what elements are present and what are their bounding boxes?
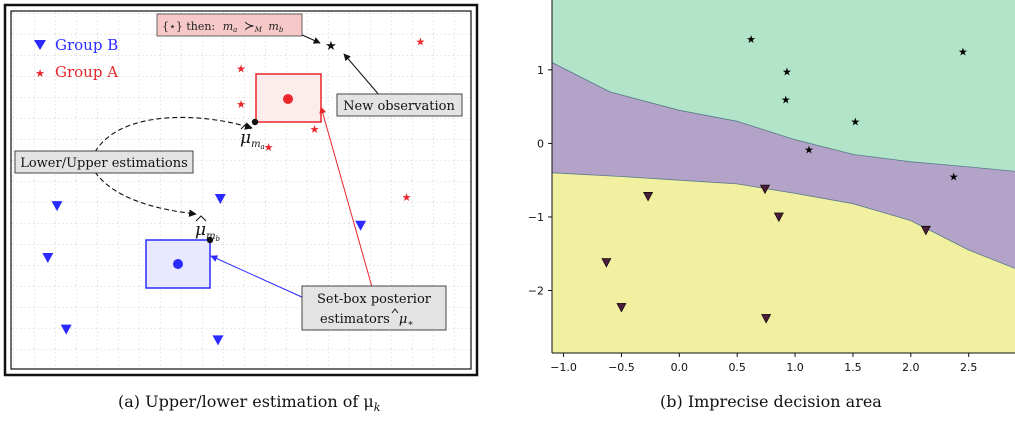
- mu-b-label: μ: [195, 220, 206, 240]
- panel-b-points: ★ ★ ★ ★ ★ ★ ★: [601, 33, 968, 324]
- y-tick-label: −1: [528, 211, 544, 224]
- mu-b-point: [206, 236, 214, 244]
- triangle-point: [920, 225, 931, 236]
- mu-b-subsub: b: [216, 235, 221, 243]
- setbox-line1: Set-box posterior: [317, 292, 432, 307]
- new-observation-marker: ★: [325, 39, 337, 54]
- group-a-point: ★: [415, 35, 425, 48]
- legend-triangle-icon: [34, 40, 46, 50]
- legend: Group B ★ Group A: [34, 36, 118, 81]
- panel-b-x-ticks: −1.0 −0.5 0.0 0.5 1.0 1.5 2.0 2.5: [550, 353, 977, 374]
- x-tick-label: 1.0: [786, 361, 804, 374]
- group-b-point: [214, 193, 226, 204]
- mu-a-subsub: a: [261, 143, 265, 151]
- rule-arrow: [299, 33, 321, 44]
- y-tick-label: 0: [537, 137, 544, 150]
- rule-rel-sub: M: [254, 26, 263, 34]
- group-b-point: [42, 253, 54, 264]
- panel-a-frame-outer: [3, 3, 479, 377]
- y-tick-label: 1: [537, 64, 544, 77]
- rule-ma-sub: a: [233, 26, 237, 34]
- star-point: ★: [958, 45, 968, 58]
- x-tick-label: −0.5: [608, 361, 635, 374]
- x-tick-label: 0.5: [728, 361, 746, 374]
- setbox-mu-hat: [391, 308, 399, 314]
- decision-region-bottom: [552, 172, 1015, 353]
- caption-a-text: (a) Upper/lower estimation of μ: [118, 392, 374, 411]
- decision-boundary-lower: [552, 172, 1015, 269]
- setbox-label-box: Set-box posterior estimators μ∗: [301, 285, 447, 331]
- rule-rel: ≻: [244, 19, 255, 34]
- decision-region-top: [552, 0, 1015, 172]
- new-observation-label-box: New observation: [336, 93, 463, 117]
- star-point: ★: [850, 115, 860, 128]
- x-tick-label: −1.0: [550, 361, 577, 374]
- panel-b-y-ticks: 1 0 −1 −2: [528, 64, 552, 297]
- estimation-arrow-upper: [94, 116, 253, 153]
- star-point: ★: [804, 143, 814, 156]
- setbox-star: ∗: [407, 319, 413, 329]
- triangle-point: [759, 184, 770, 195]
- rule-box: {⋆} then: ma ≻M mb: [156, 13, 303, 37]
- group-a-point: ★: [236, 98, 246, 111]
- triangle-point: [616, 303, 627, 313]
- triangle-point: [601, 258, 612, 268]
- mu-a-sub: m: [251, 139, 260, 150]
- setbox-arrow-red: [319, 106, 373, 288]
- triangle-point: [761, 314, 772, 324]
- caption-a: (a) Upper/lower estimation of μk: [118, 392, 380, 414]
- group-a-point: ★: [310, 123, 320, 136]
- star-point: ★: [949, 171, 959, 184]
- group-a-point: ★: [236, 62, 246, 75]
- estimations-label-box: Lower/Upper estimations: [14, 150, 194, 174]
- x-tick-label: 2.0: [902, 361, 920, 374]
- setbox-arrow-blue: [210, 255, 305, 299]
- star-point: ★: [782, 65, 792, 78]
- star-point: ★: [746, 33, 756, 46]
- decision-boundary-upper: [552, 62, 1015, 172]
- rule-ma: m: [223, 20, 233, 33]
- mu-a-hat: [240, 123, 252, 130]
- star-point: ★: [781, 93, 791, 106]
- svg-text:estimators μ∗: estimators μ∗: [320, 312, 413, 329]
- posterior-center-b: [173, 259, 183, 269]
- panel-b: ★ ★ ★ ★ ★ ★ ★ −1.0 −0.5 0.0 0.5 1.0 1.5 2.0 2.5 1 0 −1 −…: [528, 0, 1015, 374]
- rule-mb: m: [268, 20, 278, 33]
- estimation-arrow-lower: [94, 171, 197, 218]
- group-b-point: [60, 324, 72, 335]
- svg-text:μmb: μmb: [195, 220, 221, 243]
- new-observation-label: New observation: [343, 99, 455, 114]
- group-b-point: [51, 201, 63, 212]
- caption-a-sub: k: [373, 401, 381, 415]
- y-tick-label: −2: [528, 284, 544, 297]
- x-tick-label: 2.5: [960, 361, 978, 374]
- estimations-label: Lower/Upper estimations: [20, 156, 188, 171]
- rule-mb-sub: b: [279, 26, 284, 34]
- posterior-center-a: [283, 94, 293, 104]
- mu-a-point: [251, 118, 259, 126]
- triangle-point: [643, 192, 654, 202]
- group-b-point: [355, 220, 367, 231]
- setbox-line2: estimators: [320, 312, 390, 327]
- new-observation-arrow: [343, 53, 381, 97]
- panel-a: ★ ★ ★ ★ ★ ★ ★ Group B ★ Group A {⋆} then: ma …: [3, 3, 479, 377]
- x-tick-label: 0.0: [671, 361, 689, 374]
- group-a-point: ★: [264, 141, 274, 154]
- mu-b-hat: [195, 215, 207, 222]
- setbox-mu: μ: [399, 312, 407, 327]
- caption-b: (b) Imprecise decision area: [660, 392, 882, 411]
- svg-text:μma: μma: [240, 128, 265, 151]
- svg-text:{⋆} then: ma ≻: {⋆} then: ma ≻M mb: [162, 19, 284, 35]
- legend-group-b-label: Group B: [55, 36, 118, 54]
- group-b-point: [212, 335, 224, 346]
- legend-group-a-label: Group A: [55, 63, 118, 81]
- mu-a-label: μ: [240, 128, 251, 148]
- mu-b-sub: m: [206, 231, 215, 242]
- triangle-point: [773, 212, 784, 223]
- rule-prefix: {⋆} then:: [162, 20, 215, 33]
- x-tick-label: 1.5: [844, 361, 862, 374]
- legend-star-icon: ★: [35, 67, 45, 80]
- group-a-point: ★: [402, 191, 412, 204]
